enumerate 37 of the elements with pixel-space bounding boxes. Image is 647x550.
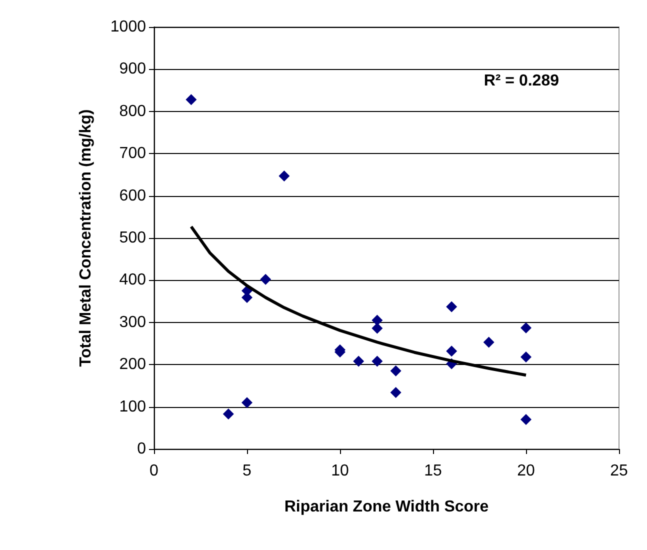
point: [446, 301, 458, 312]
x-tick-label: 25: [610, 462, 628, 480]
x-tick-label: 0: [150, 462, 159, 480]
x-tick-label: 20: [517, 462, 535, 480]
y-tick-label: 300: [119, 314, 146, 331]
point: [222, 408, 234, 420]
point: [372, 322, 383, 334]
y-tick-label: 200: [119, 356, 146, 374]
point: [390, 365, 402, 376]
point: [520, 322, 532, 334]
annotation: R² = 0.289: [484, 72, 560, 90]
y-tick-label: 400: [119, 272, 146, 289]
point: [278, 170, 290, 182]
point: [242, 397, 252, 408]
point: [260, 274, 272, 285]
y-tick-label: 1000: [110, 18, 146, 36]
y-tick-label: 0: [137, 440, 146, 458]
point: [353, 356, 364, 367]
point: [372, 314, 383, 326]
x-tick-label: 10: [331, 462, 349, 480]
point: [446, 346, 458, 357]
y-tick-label: 100: [119, 398, 146, 416]
point: [390, 386, 402, 398]
y-tick-label: 800: [119, 102, 146, 120]
y-tick-label: 600: [119, 187, 146, 204]
x-tick-label: 15: [424, 462, 442, 480]
point: [520, 414, 532, 425]
point: [372, 356, 383, 367]
y-tick-label: 900: [119, 60, 146, 78]
y-tick-label: 500: [119, 230, 146, 246]
y-axis-title: Total Metal Concentration (mg/kg): [78, 109, 94, 367]
x-tick-label: 5: [242, 462, 252, 480]
x-axis-title: Riparian Zone Width Score: [284, 498, 489, 516]
point: [186, 94, 197, 106]
point: [483, 336, 494, 348]
y-tick-label: 700: [119, 145, 146, 162]
point: [520, 352, 532, 363]
